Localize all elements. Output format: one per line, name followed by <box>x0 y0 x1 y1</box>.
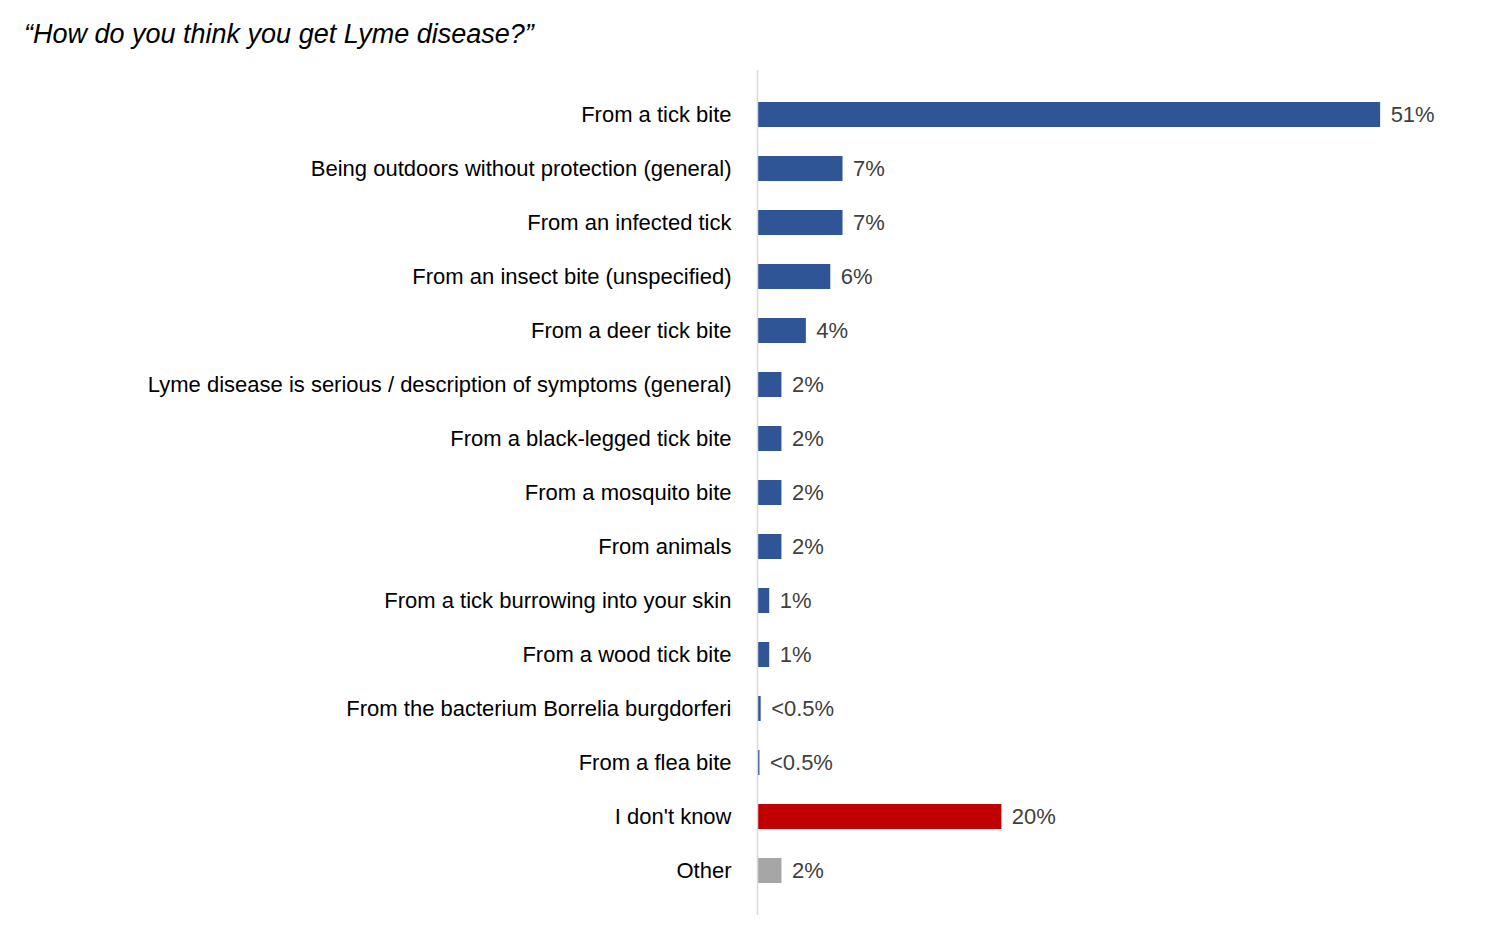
svg-text:From an insect bite (unspecifi: From an insect bite (unspecified) <box>412 264 731 289</box>
svg-text:From a deer tick bite: From a deer tick bite <box>531 318 732 343</box>
svg-text:2%: 2% <box>792 534 824 559</box>
svg-text:51%: 51% <box>1391 102 1435 127</box>
svg-text:2%: 2% <box>792 858 824 883</box>
svg-text:2%: 2% <box>792 372 824 397</box>
svg-text:From a tick bite: From a tick bite <box>581 102 731 127</box>
svg-text:7%: 7% <box>853 210 885 235</box>
svg-text:Being outdoors without protect: Being outdoors without protection (gener… <box>311 156 732 181</box>
svg-text:I don't know: I don't know <box>615 804 732 829</box>
svg-text:From a tick burrowing into you: From a tick burrowing into your skin <box>384 588 731 613</box>
svg-text:20%: 20% <box>1012 804 1056 829</box>
svg-text:1%: 1% <box>780 642 812 667</box>
svg-text:<0.5%: <0.5% <box>770 750 833 775</box>
svg-text:From animals: From animals <box>598 534 731 559</box>
svg-text:From the bacterium Borrelia bu: From the bacterium Borrelia burgdorferi <box>346 696 731 721</box>
svg-text:From a black-legged tick bite: From a black-legged tick bite <box>450 426 731 451</box>
svg-text:Lyme disease is serious / desc: Lyme disease is serious / description of… <box>148 372 732 397</box>
svg-text:2%: 2% <box>792 480 824 505</box>
svg-text:2%: 2% <box>792 426 824 451</box>
html-text:“How do you think you get Lyme: “How do you think you get Lyme disease?” <box>24 19 534 49</box>
svg-text:From an infected tick: From an infected tick <box>527 210 732 235</box>
svg-text:4%: 4% <box>816 318 848 343</box>
svg-text:1%: 1% <box>780 588 812 613</box>
svg-text:From a mosquito bite: From a mosquito bite <box>525 480 732 505</box>
svg-text:<0.5%: <0.5% <box>771 696 834 721</box>
svg-text:From a wood tick bite: From a wood tick bite <box>522 642 731 667</box>
svg-text:From a flea bite: From a flea bite <box>579 750 732 775</box>
svg-text:7%: 7% <box>853 156 885 181</box>
svg-text:6%: 6% <box>841 264 873 289</box>
svg-text:Other: Other <box>676 858 731 883</box>
